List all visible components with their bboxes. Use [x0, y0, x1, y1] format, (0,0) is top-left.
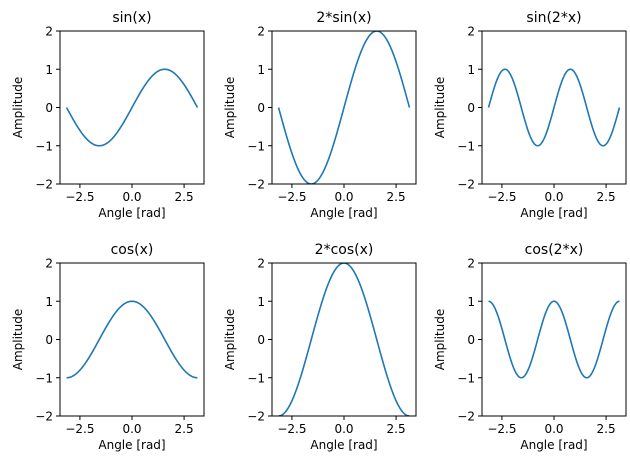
subplot-title: cos(x) — [111, 242, 154, 258]
x-tick-label: 0.0 — [122, 422, 141, 436]
y-tick-label: 0 — [257, 333, 265, 347]
y-tick-label: 1 — [257, 63, 265, 77]
y-tick-label: −1 — [457, 139, 475, 153]
y-tick-label: 1 — [467, 295, 475, 309]
y-tick-label: 0 — [45, 333, 53, 347]
y-tick-label: 0 — [45, 101, 53, 115]
x-tick-label: 0.0 — [544, 190, 563, 204]
x-tick-label: −2.5 — [65, 422, 94, 436]
y-axis-label: Amplitude — [11, 77, 25, 139]
y-tick-label: 2 — [257, 25, 265, 39]
x-tick-label: 0.0 — [122, 190, 141, 204]
x-tick-label: 2.5 — [175, 190, 194, 204]
plot-frame — [271, 262, 417, 417]
x-tick-label: 2.5 — [387, 190, 406, 204]
x-tick-label: 2.5 — [387, 422, 406, 436]
y-axis-label: Amplitude — [433, 77, 447, 139]
subplot-5: −2.5 0.0 2.5 −2 −1 0 1 2 2*cos(x) Angle [rad] Ampl… — [223, 242, 417, 452]
y-axis-label: Amplitude — [433, 309, 447, 371]
x-axis-label: Angle [rad] — [520, 438, 587, 452]
series-line — [277, 31, 411, 184]
x-tick-label: −2.5 — [65, 190, 94, 204]
subplot-2: −2.5 0.0 2.5 −2 −1 0 1 2 2*sin(x) Angle [rad] Ampl… — [223, 10, 417, 220]
y-tick-label: 1 — [257, 295, 265, 309]
y-tick-label: −2 — [247, 410, 265, 424]
y-tick-label: 0 — [257, 101, 265, 115]
y-tick-label: 2 — [257, 257, 265, 271]
series-line — [65, 68, 199, 147]
x-tick-label: 2.5 — [597, 422, 616, 436]
series-line — [66, 300, 198, 379]
series-line — [488, 300, 620, 379]
x-tick-label: 0.0 — [334, 422, 353, 436]
y-tick-label: −1 — [35, 371, 53, 385]
subplot-title: sin(x) — [112, 10, 151, 26]
x-axis-label: Angle [rad] — [98, 438, 165, 452]
subplot-4: −2.5 0.0 2.5 −2 −1 0 1 2 cos(x) Angle [rad] Amplit… — [11, 242, 205, 452]
series-line — [487, 68, 621, 147]
y-tick-label: 2 — [45, 257, 53, 271]
y-tick-label: −1 — [35, 139, 53, 153]
y-tick-label: 1 — [45, 63, 53, 77]
y-tick-label: 1 — [45, 295, 53, 309]
y-tick-label: −1 — [247, 371, 265, 385]
subplot-3: −2.5 0.0 2.5 −2 −1 0 1 2 sin(2*x) Angle [rad] Ampl… — [433, 10, 627, 220]
plot-frame — [481, 262, 627, 417]
subplot-title: cos(2*x) — [525, 242, 584, 258]
y-axis-label: Amplitude — [223, 77, 237, 139]
subplot-title: 2*sin(x) — [316, 10, 371, 26]
subplot-6: −2.5 0.0 2.5 −2 −1 0 1 2 cos(2*x) Angle [rad] Ampl… — [433, 242, 627, 452]
y-tick-label: −1 — [457, 371, 475, 385]
series-line — [278, 263, 410, 416]
y-tick-label: −2 — [457, 178, 475, 192]
y-tick-label: 2 — [467, 25, 475, 39]
y-tick-label: 2 — [467, 257, 475, 271]
x-tick-label: 0.0 — [544, 422, 563, 436]
y-tick-label: 0 — [467, 333, 475, 347]
x-axis-label: Angle [rad] — [310, 206, 377, 220]
subplot-1: −2.5 0.0 2.5 −2 −1 0 1 2 sin(x) Angle [rad] Amplit… — [11, 10, 205, 220]
x-tick-label: −2.5 — [277, 422, 306, 436]
subplot-title: sin(2*x) — [526, 10, 581, 26]
x-axis-label: Angle [rad] — [98, 206, 165, 220]
x-axis-label: Angle [rad] — [520, 206, 587, 220]
subplot-title: 2*cos(x) — [315, 242, 374, 258]
plot-frame — [59, 262, 205, 417]
y-tick-label: 2 — [45, 25, 53, 39]
y-tick-label: −2 — [457, 410, 475, 424]
y-axis-label: Amplitude — [223, 309, 237, 371]
x-tick-label: 2.5 — [597, 190, 616, 204]
x-tick-label: −2.5 — [277, 190, 306, 204]
x-tick-label: 2.5 — [175, 422, 194, 436]
y-tick-label: 1 — [467, 63, 475, 77]
y-tick-label: −2 — [247, 178, 265, 192]
y-tick-label: −1 — [247, 139, 265, 153]
y-tick-label: 0 — [467, 101, 475, 115]
y-tick-label: −2 — [35, 410, 53, 424]
y-axis-label: Amplitude — [11, 309, 25, 371]
x-tick-label: 0.0 — [334, 190, 353, 204]
x-tick-label: −2.5 — [487, 190, 516, 204]
x-tick-label: −2.5 — [487, 422, 516, 436]
x-axis-label: Angle [rad] — [310, 438, 377, 452]
y-tick-label: −2 — [35, 178, 53, 192]
